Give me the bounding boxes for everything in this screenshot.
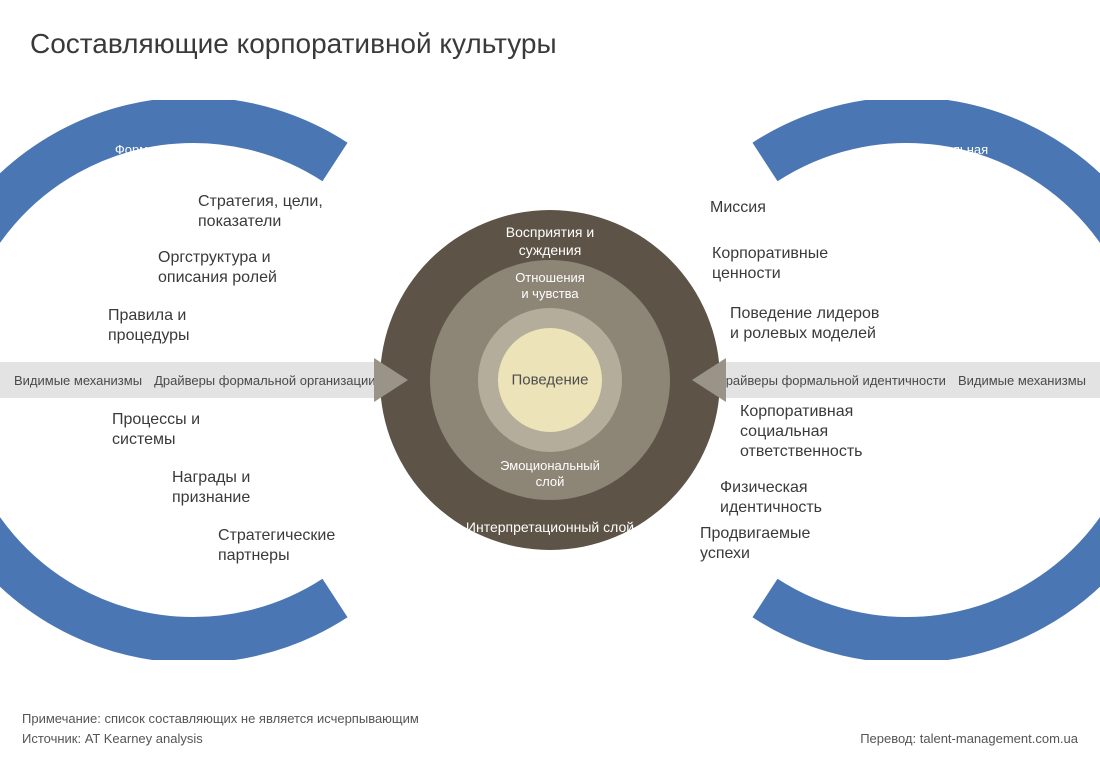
right-arc-top-label: Формальнаяидентичность (895, 142, 1005, 175)
ring-mid-bottom: Эмоциональныйслой (480, 458, 620, 491)
left-item-0: Стратегия, цели,показатели (198, 192, 323, 232)
axis-left-outer: Видимые механизмы (14, 373, 142, 388)
left-item-2: Правила ипроцедуры (108, 306, 190, 346)
footer-translation: Перевод: talent-management.com.ua (860, 729, 1078, 749)
right-arc-bottom-label: Артикулированныйслой (882, 580, 1012, 613)
axis-right-inner: Драйверы формальной идентичности (717, 373, 946, 388)
center-label: Поведение (511, 372, 588, 389)
axis-band-right: Драйверы формальной идентичности Видимые… (720, 362, 1100, 398)
left-item-1: Оргструктура иописания ролей (158, 248, 277, 288)
right-item-3: Корпоративнаясоциальнаяответственность (740, 402, 863, 462)
right-item-0: Миссия (710, 198, 766, 218)
left-item-4: Награды ипризнание (172, 468, 250, 508)
ring-mid-top: Отношенияи чувства (490, 270, 610, 303)
footer-note: Примечание: список составляющих не являе… (22, 709, 419, 729)
left-arc-bottom-label: Артикулированныйслой (88, 580, 218, 613)
left-item-5: Стратегическиепартнеры (218, 526, 335, 566)
right-item-5: Продвигаемыеуспехи (700, 524, 810, 564)
left-item-3: Процессы исистемы (112, 410, 200, 450)
footer: Примечание: список составляющих не являе… (22, 709, 1078, 748)
diagram-canvas: Формальнаяорганизация Артикулированныйсл… (0, 100, 1100, 660)
axis-right-outer: Видимые механизмы (958, 373, 1086, 388)
arrow-left (374, 358, 408, 402)
left-arc-top-label: Формальнаяорганизация (98, 142, 208, 175)
ring-outer-top: Восприятия исуждения (470, 224, 630, 259)
right-item-1: Корпоративныеценности (712, 244, 828, 284)
right-item-4: Физическаяидентичность (720, 478, 822, 518)
axis-left-inner: Драйверы формальной организации (154, 373, 375, 388)
right-item-2: Поведение лидерови ролевых моделей (730, 304, 879, 344)
ring-outer-bottom: Интерпретационный слой (440, 519, 660, 537)
footer-source: Источник: AT Kearney analysis (22, 729, 419, 749)
page-title: Составляющие корпоративной культуры (30, 28, 557, 60)
arrow-right (692, 358, 726, 402)
ring-center: Поведение (498, 328, 602, 432)
axis-band-left: Видимые механизмы Драйверы формальной ор… (0, 362, 380, 398)
